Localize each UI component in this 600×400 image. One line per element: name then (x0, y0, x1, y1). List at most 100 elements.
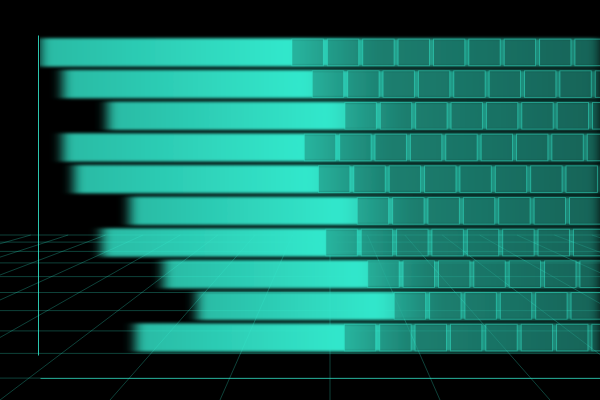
bar-cube (363, 39, 394, 66)
bar-group (130, 197, 600, 226)
bar-cube (481, 134, 512, 161)
bar-group (163, 260, 600, 289)
bar-cube (348, 71, 379, 98)
bar-cube (375, 134, 406, 161)
bar-cube (499, 198, 530, 225)
bar-cube (540, 39, 571, 66)
bar (163, 260, 600, 289)
floor-line (0, 378, 600, 379)
bar-cube (357, 198, 388, 225)
bar-cube (326, 229, 357, 256)
x-axis-line (41, 378, 600, 379)
bar-cube (340, 134, 371, 161)
bar-cube (354, 166, 385, 193)
bar-cube (504, 39, 535, 66)
bar-cube (428, 198, 459, 225)
bar-cube (575, 39, 600, 66)
bar-cube (292, 39, 323, 66)
bar-cube (465, 293, 496, 320)
bar-cube (531, 166, 562, 193)
bar-cube (580, 261, 600, 288)
bar-cube (509, 261, 540, 288)
bar-cube (557, 103, 588, 130)
bar-cube (454, 71, 485, 98)
bar-cube (486, 103, 517, 130)
y-axis-line (38, 36, 39, 356)
bar-cube (592, 324, 600, 351)
bar-cube (345, 103, 376, 130)
bar-group (107, 102, 600, 131)
bar (197, 292, 600, 321)
bar-cube (503, 229, 534, 256)
bar-cube (327, 39, 358, 66)
bar-cube (525, 71, 556, 98)
bar-cube (495, 166, 526, 193)
bar-cube (432, 229, 463, 256)
bar-cube (415, 324, 446, 351)
x-axis (41, 378, 600, 379)
bar-cube (389, 166, 420, 193)
bar-cube (489, 71, 520, 98)
bar-cube (573, 229, 600, 256)
bar-cube (460, 166, 491, 193)
bar-cube (398, 39, 429, 66)
bar-cube (438, 261, 469, 288)
bar-cube (593, 103, 600, 130)
bar (107, 102, 600, 131)
bar-group (197, 292, 600, 321)
bar-cube (467, 229, 498, 256)
bar-group (62, 133, 600, 162)
bar-cube (552, 134, 583, 161)
bar-cube (318, 166, 349, 193)
bar-cube (397, 229, 428, 256)
bar-cube (430, 293, 461, 320)
floor-line (0, 235, 143, 400)
bar-cube (500, 293, 531, 320)
bars (40, 38, 600, 352)
bar-cube (474, 261, 505, 288)
bar-cube (446, 134, 477, 161)
bar-cube (557, 324, 588, 351)
bar-cube (571, 293, 600, 320)
bar-cube (545, 261, 576, 288)
bar-cube (393, 198, 424, 225)
bar-cube (522, 103, 553, 130)
bar-cube (451, 103, 482, 130)
bar-group (135, 323, 600, 352)
bar-cube (312, 71, 343, 98)
bar-cube (587, 134, 600, 161)
bar (135, 323, 600, 352)
bar-cube (410, 134, 441, 161)
bar-cube (383, 71, 414, 98)
bar-cube (361, 229, 392, 256)
bar-cube (368, 261, 399, 288)
bar-cube (380, 324, 411, 351)
bar-cube (304, 134, 335, 161)
bar-cube (463, 198, 494, 225)
bar-cube (450, 324, 481, 351)
floor-line (0, 353, 600, 354)
bar-cube (469, 39, 500, 66)
bar-cube (416, 103, 447, 130)
bar-group (74, 165, 600, 194)
bar-group (40, 38, 600, 67)
floor-line (0, 235, 106, 400)
bar (40, 38, 600, 67)
bar-cube (394, 293, 425, 320)
floor-line (0, 235, 180, 400)
bar-cube (517, 134, 548, 161)
bar-cube (521, 324, 552, 351)
bar-cube (595, 71, 600, 98)
bar-cube (566, 166, 597, 193)
bar-cube (569, 198, 600, 225)
y-axis (38, 36, 39, 356)
bar (102, 228, 600, 257)
bar-cube (536, 293, 567, 320)
bar (74, 165, 600, 194)
bar-cube (534, 198, 565, 225)
bar-cube (425, 166, 456, 193)
bar-cube (560, 71, 591, 98)
floor-line (0, 235, 31, 400)
bar-cube (403, 261, 434, 288)
bar (62, 70, 600, 99)
